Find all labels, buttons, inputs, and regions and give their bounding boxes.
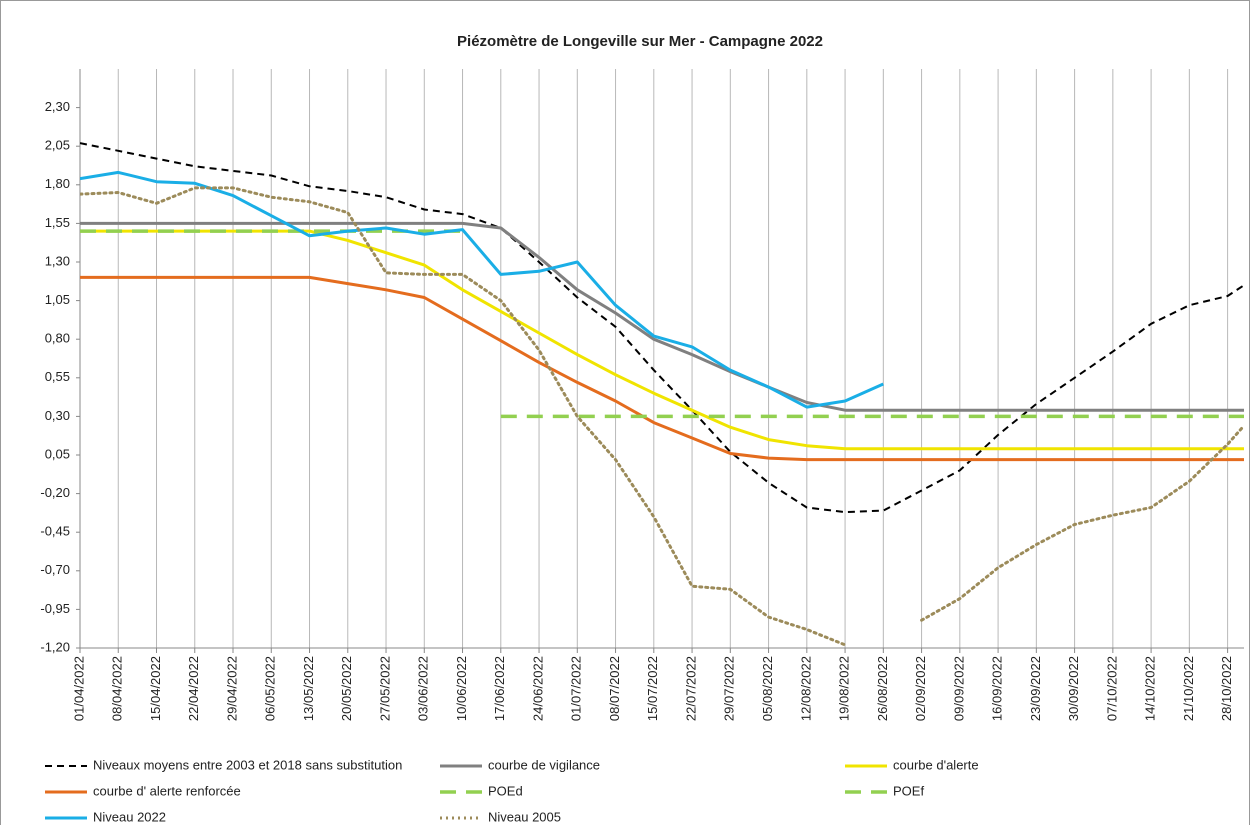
legend-label: POEf <box>893 783 924 798</box>
x-tick-label: 01/07/2022 <box>569 656 584 721</box>
series-line <box>80 170 884 409</box>
legend-label: courbe d' alerte renforcée <box>93 783 241 798</box>
series-line <box>80 275 1244 462</box>
x-tick-label: 15/04/2022 <box>148 656 163 721</box>
x-tick-label: 24/06/2022 <box>530 656 545 721</box>
x-tick-label: 28/10/2022 <box>1219 656 1234 721</box>
x-tick-label: 21/10/2022 <box>1181 656 1196 721</box>
y-tick-label: 1,30 <box>45 253 70 268</box>
y-tick-label: 0,30 <box>45 408 70 423</box>
x-tick-label: 07/10/2022 <box>1104 656 1119 721</box>
x-tick-label: 12/08/2022 <box>798 656 813 721</box>
y-tick-label: 0,05 <box>45 446 70 461</box>
x-tick-label: 27/05/2022 <box>377 656 392 721</box>
x-tick-label: 13/05/2022 <box>301 656 316 721</box>
x-tick-label: 19/08/2022 <box>837 656 852 721</box>
x-tick-label: 08/04/2022 <box>110 656 125 721</box>
legend-label: Niveau 2022 <box>93 809 166 824</box>
x-tick-label: 23/09/2022 <box>1028 656 1043 721</box>
y-tick-label: 0,55 <box>45 369 70 384</box>
y-tick-label: 0,80 <box>45 331 70 346</box>
legend-label: Niveau 2005 <box>488 809 561 824</box>
series-line <box>80 186 1244 647</box>
x-tick-label: 29/07/2022 <box>722 656 737 721</box>
x-tick-label: 26/08/2022 <box>875 656 890 721</box>
y-tick-label: -0,95 <box>40 601 70 616</box>
y-tick-label: 2,05 <box>45 138 70 153</box>
legend-label: courbe d'alerte <box>893 757 979 772</box>
x-tick-label: 22/07/2022 <box>683 656 698 721</box>
x-tick-label: 30/09/2022 <box>1066 656 1081 721</box>
x-tick-label: 10/06/2022 <box>454 656 469 721</box>
y-tick-label: 1,05 <box>45 292 70 307</box>
x-tick-label: 03/06/2022 <box>416 656 431 721</box>
chart-title: Piézomètre de Longeville sur Mer - Campa… <box>457 33 823 50</box>
x-tick-label: 20/05/2022 <box>339 656 354 721</box>
x-tick-label: 09/09/2022 <box>951 656 966 721</box>
y-tick-label: 1,55 <box>45 215 70 230</box>
y-tick-label: 1,80 <box>45 176 70 191</box>
x-tick-label: 22/04/2022 <box>186 656 201 721</box>
series-line <box>80 221 1244 412</box>
x-tick-label: 29/04/2022 <box>224 656 239 721</box>
y-tick-label: -0,70 <box>40 562 70 577</box>
legend-label: courbe de vigilance <box>488 757 600 772</box>
x-tick-label: 01/04/2022 <box>71 656 86 721</box>
y-tick-label: -1,20 <box>40 639 70 654</box>
x-tick-label: 05/08/2022 <box>760 656 775 721</box>
y-tick-label: 2,30 <box>45 99 70 114</box>
x-tick-label: 14/10/2022 <box>1143 656 1158 721</box>
x-tick-label: 06/05/2022 <box>263 656 278 721</box>
x-tick-label: 17/06/2022 <box>492 656 507 721</box>
y-tick-label: -0,20 <box>40 485 70 500</box>
x-tick-label: 02/09/2022 <box>913 656 928 721</box>
x-tick-label: 16/09/2022 <box>990 656 1005 721</box>
legend-label: POEd <box>488 783 523 798</box>
y-tick-label: -0,45 <box>40 524 70 539</box>
x-tick-label: 15/07/2022 <box>645 656 660 721</box>
x-tick-label: 08/07/2022 <box>607 656 622 721</box>
legend-label: Niveaux moyens entre 2003 et 2018 sans s… <box>93 757 402 772</box>
